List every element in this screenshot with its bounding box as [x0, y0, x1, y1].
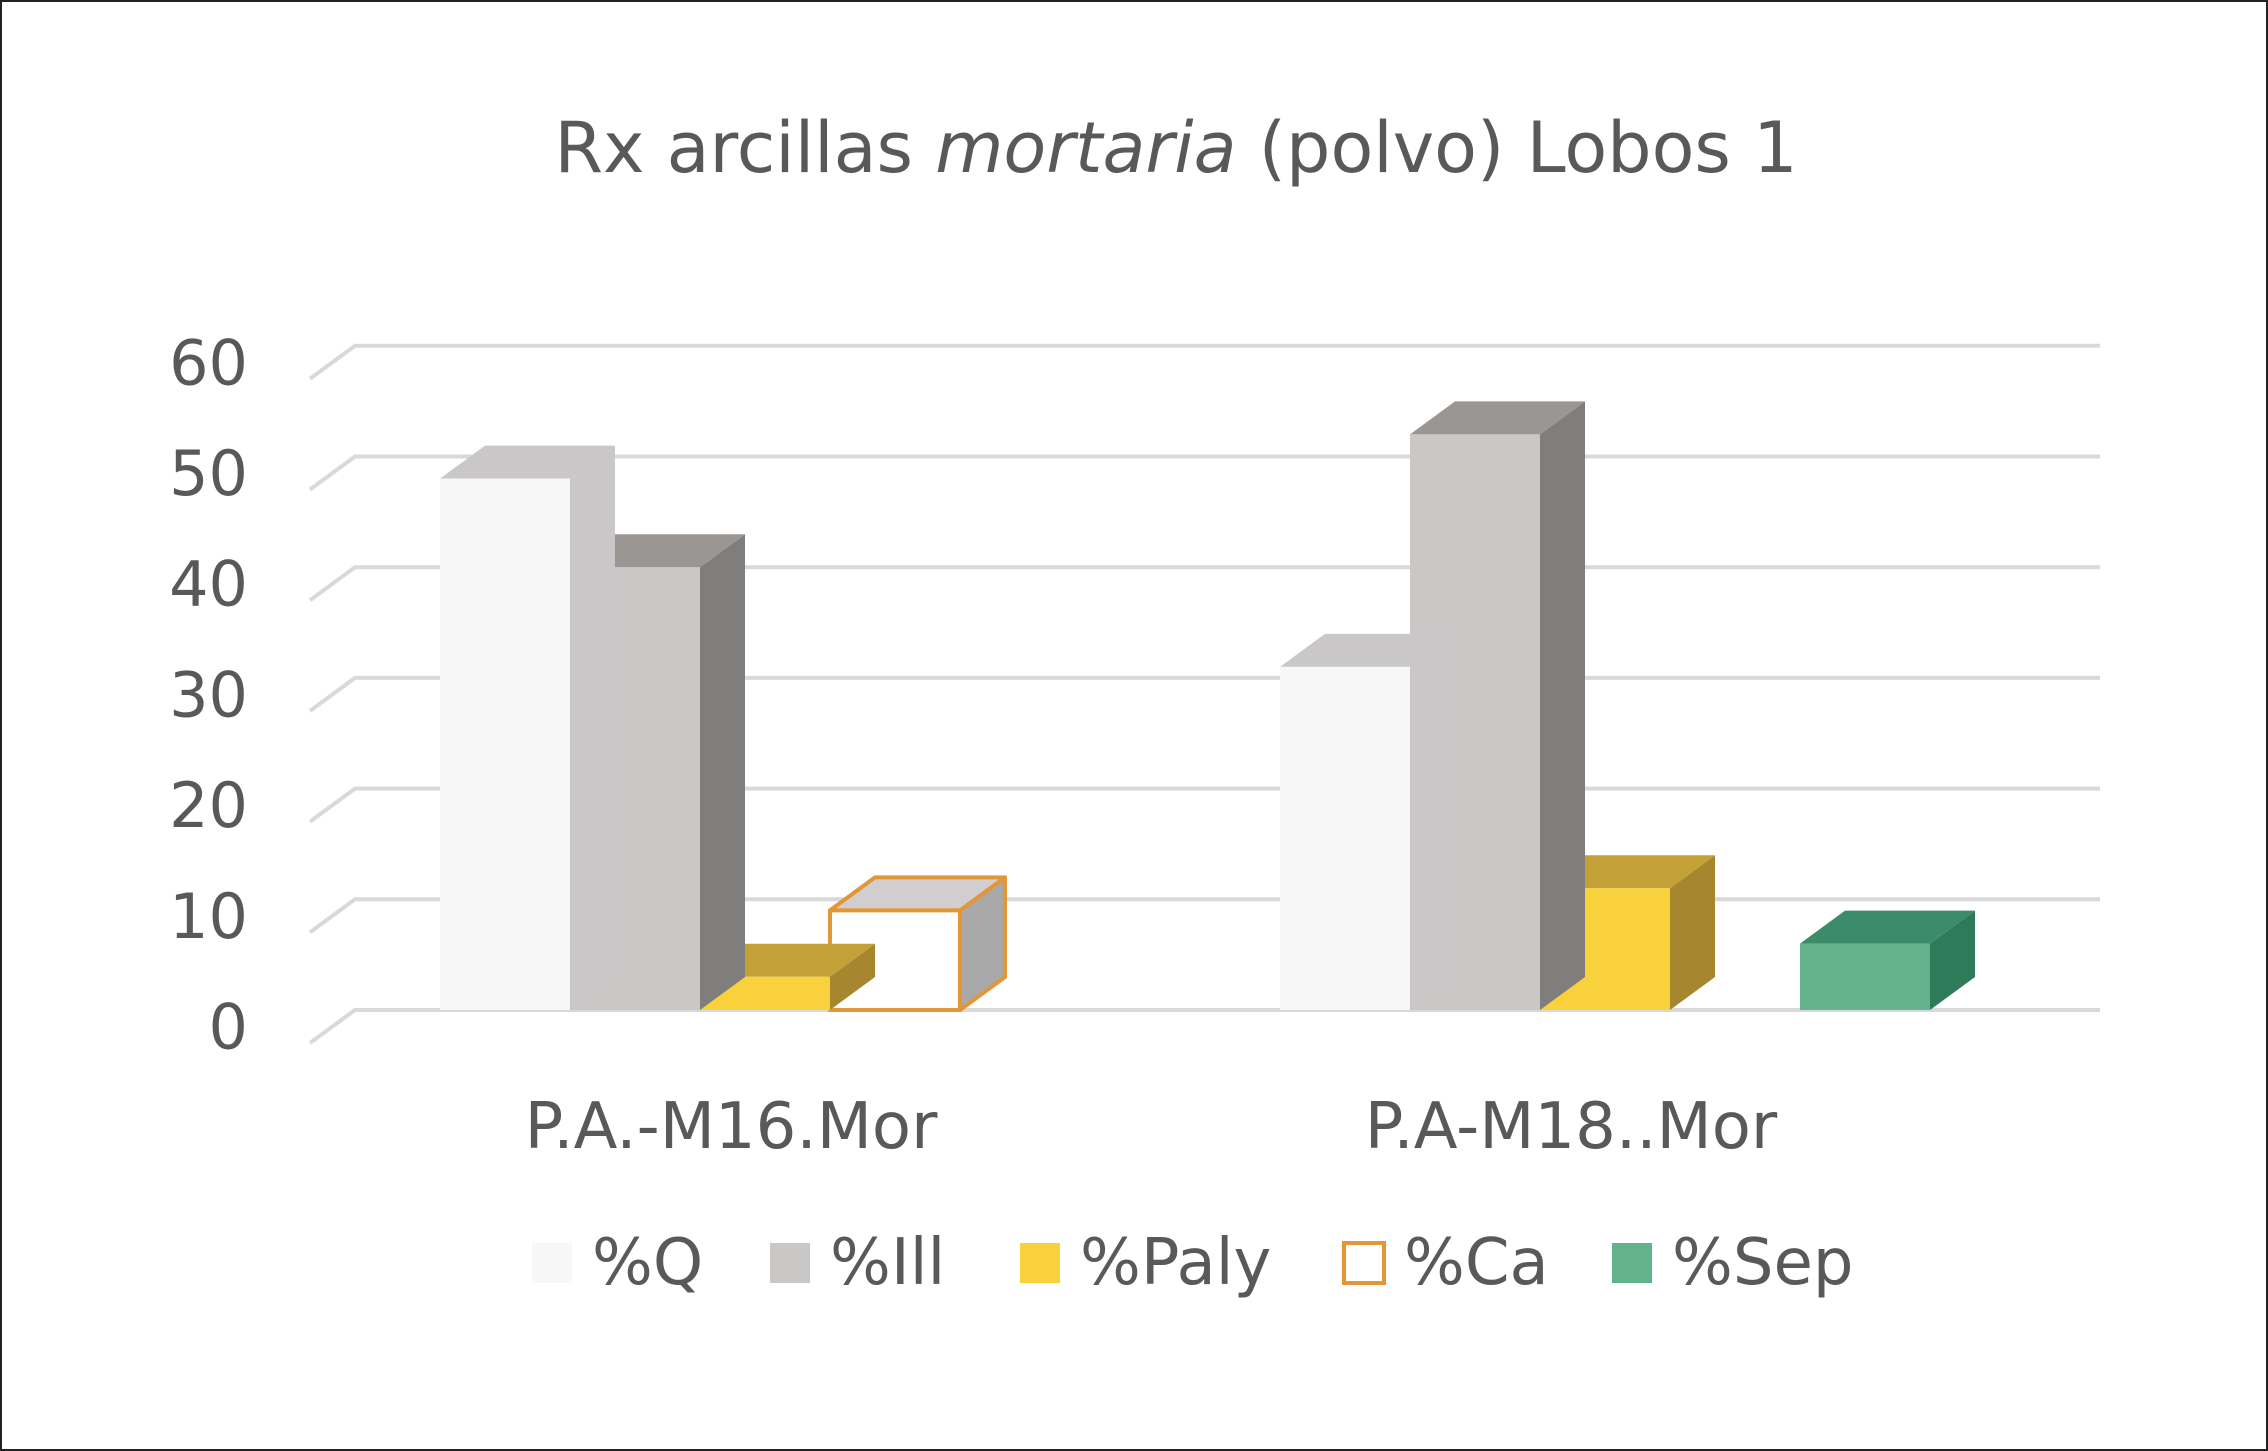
legend-item-ill: %Ill [770, 1226, 945, 1300]
bar-2-sep [1800, 910, 1975, 1010]
bar-top [1280, 633, 1455, 667]
y-tick-label-1: 10 [169, 880, 248, 953]
legend-item-paly: %Paly [1020, 1226, 1271, 1300]
y-tick-label-2: 20 [169, 769, 248, 842]
y-tick-label-4: 40 [169, 548, 248, 621]
bar-side [1930, 910, 1975, 1010]
legend-swatch [532, 1243, 572, 1283]
category-label-2: P.A-M18..Mor [1365, 1090, 1778, 1164]
bar-2-q [1280, 633, 1455, 1010]
bar-front [440, 478, 570, 1010]
legend-item-ca: %Ca [1342, 1226, 1549, 1300]
category-label-1: P.A.-M16.Mor [525, 1090, 938, 1164]
legend-swatch [1342, 1241, 1386, 1285]
bar-top [1800, 910, 1975, 944]
legend-label: %Ill [830, 1226, 945, 1300]
bar-side [1670, 855, 1715, 1010]
legend-label: %Paly [1080, 1226, 1271, 1300]
bar-side [1540, 401, 1585, 1010]
title-suffix: (polvo) Lobos 1 [1236, 107, 1797, 189]
legend-label: %Sep [1672, 1226, 1853, 1300]
legend: %Q %Ill %Paly %Ca %Sep [532, 1226, 1853, 1300]
bar-1-q [440, 445, 615, 1010]
legend-swatch [1612, 1243, 1652, 1283]
legend-swatch [770, 1243, 810, 1283]
y-axis-ticks: 0 10 20 30 40 50 60 [169, 326, 248, 1063]
gridline-0 [308, 1008, 2100, 1045]
bar-top [440, 445, 615, 479]
y-tick-label-0: 0 [209, 991, 248, 1064]
title-prefix: Rx arcillas [554, 107, 935, 189]
bar-side [830, 943, 875, 1010]
bar-front [1280, 666, 1410, 1010]
bar-side [570, 445, 615, 1010]
title-italic: mortaria [935, 107, 1236, 189]
legend-label: %Q [592, 1226, 703, 1300]
legend-swatch [1020, 1243, 1060, 1283]
y-tick-label-5: 50 [169, 437, 248, 510]
legend-label: %Ca [1404, 1226, 1549, 1300]
bar-side [1410, 633, 1455, 1010]
chart-title: Rx arcillas mortaria (polvo) Lobos 1 [554, 107, 1797, 189]
legend-item-sep: %Sep [1612, 1226, 1853, 1300]
bars [440, 401, 1975, 1012]
y-tick-label-3: 30 [169, 658, 248, 731]
legend-item-q: %Q [532, 1226, 703, 1300]
bar-front [1800, 943, 1930, 1010]
category-labels: P.A.-M16.Mor P.A-M18..Mor [525, 1090, 1778, 1164]
bar-side [700, 534, 745, 1010]
y-tick-label-6: 60 [169, 326, 248, 399]
bar-top [1410, 401, 1585, 435]
gridline-6 [308, 343, 2100, 381]
